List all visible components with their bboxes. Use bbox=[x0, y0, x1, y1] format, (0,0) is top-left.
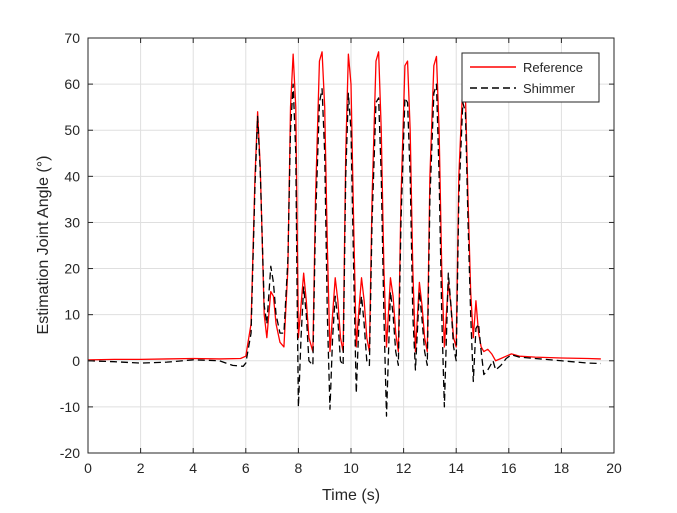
series-layer bbox=[87, 51, 601, 417]
y-tick-label: 20 bbox=[64, 261, 80, 277]
x-tick-label: 4 bbox=[189, 460, 197, 476]
y-tick-label: 10 bbox=[64, 307, 80, 323]
y-tick-label: -20 bbox=[60, 445, 80, 461]
x-tick-label: 12 bbox=[396, 460, 412, 476]
x-tick-label: 0 bbox=[84, 460, 92, 476]
y-tick-label: 30 bbox=[64, 214, 80, 230]
x-tick-label: 10 bbox=[343, 460, 359, 476]
x-axis-label: Time (s) bbox=[322, 487, 380, 504]
y-tick-label: -10 bbox=[60, 399, 80, 415]
x-tick-label: 14 bbox=[448, 460, 464, 476]
legend: Reference Shimmer bbox=[461, 52, 600, 103]
legend-label-shimmer: Shimmer bbox=[523, 81, 576, 96]
y-tick-label: 60 bbox=[64, 76, 80, 92]
legend-box bbox=[461, 52, 600, 103]
x-tick-label: 6 bbox=[242, 460, 250, 476]
y-axis-label: Estimation Joint Angle (°) bbox=[35, 156, 52, 335]
tick-layer: 0 2 4 6 8 10 12 14 16 18 20 -20 -10 0 10 20 30 40 50 60 70 bbox=[60, 30, 622, 476]
x-tick-label: 18 bbox=[554, 460, 570, 476]
y-tick-label: 40 bbox=[64, 168, 80, 184]
x-tick-label: 8 bbox=[295, 460, 303, 476]
grid-lines bbox=[88, 38, 614, 453]
y-tick-label: 50 bbox=[64, 122, 80, 138]
x-tick-label: 2 bbox=[137, 460, 145, 476]
x-tick-label: 20 bbox=[606, 460, 622, 476]
legend-label-reference: Reference bbox=[523, 60, 583, 75]
x-tick-label: 16 bbox=[501, 460, 517, 476]
y-tick-label: 70 bbox=[64, 30, 80, 46]
series-line-shimmer bbox=[87, 83, 601, 417]
y-tick-label: 0 bbox=[72, 353, 80, 369]
